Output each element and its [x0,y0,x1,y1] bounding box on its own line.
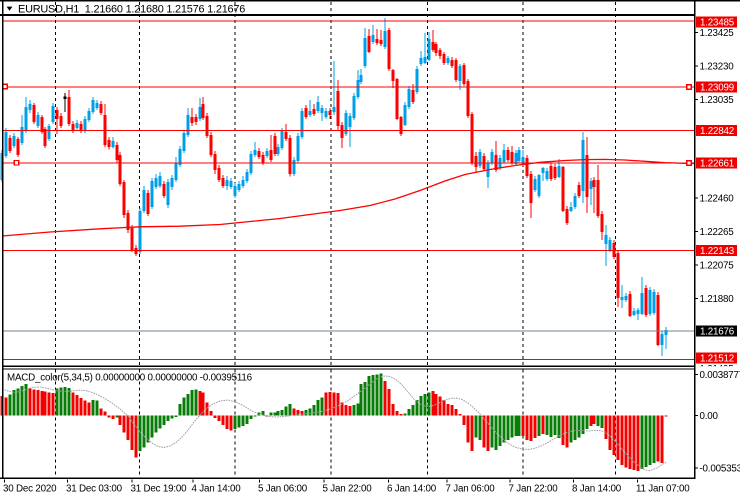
svg-text:31 Dec 03:00: 31 Dec 03:00 [66,484,123,495]
svg-text:1.21676: 1.21676 [700,327,735,338]
svg-text:5 Jan 22:00: 5 Jan 22:00 [323,484,373,495]
svg-text:1.23230: 1.23230 [700,62,735,73]
svg-text:1.23485: 1.23485 [700,18,735,29]
svg-text:30 Dec 2020: 30 Dec 2020 [3,484,57,495]
svg-text:7 Jan 06:00: 7 Jan 06:00 [446,484,496,495]
svg-text:1.22842: 1.22842 [700,126,734,137]
svg-text:7 Jan 22:00: 7 Jan 22:00 [509,484,559,495]
svg-text:-0.005353: -0.005353 [700,464,740,475]
svg-text:1.23425: 1.23425 [700,28,735,39]
svg-text:1.22661: 1.22661 [700,159,734,170]
svg-text:1.22460: 1.22460 [700,194,735,205]
svg-text:1.22075: 1.22075 [700,261,735,272]
svg-text:11 Jan 07:00: 11 Jan 07:00 [636,484,690,495]
svg-text:1.22143: 1.22143 [700,246,735,257]
svg-text:4 Jan 14:00: 4 Jan 14:00 [192,484,242,495]
svg-text:1.23035: 1.23035 [700,95,735,106]
svg-text:1.21880: 1.21880 [700,294,735,305]
svg-text:0.0038777: 0.0038777 [700,370,740,381]
svg-text:EURUSD,H1 1.21660 1.21680 1.2: EURUSD,H1 1.21660 1.21680 1.21576 1.2167… [18,3,245,15]
svg-text:31 Dec 19:00: 31 Dec 19:00 [131,484,188,495]
svg-text:1.21495: 1.21495 [700,364,735,375]
svg-text:MACD_color(5,34,5) 0.00000000: MACD_color(5,34,5) 0.00000000 0.00000000… [7,373,253,384]
svg-text:1.21512: 1.21512 [700,354,734,365]
svg-text:6 Jan 14:00: 6 Jan 14:00 [387,484,437,495]
svg-text:1.23099: 1.23099 [700,83,734,94]
svg-text:1.22265: 1.22265 [700,227,735,238]
svg-text:5 Jan 06:00: 5 Jan 06:00 [258,484,308,495]
svg-text:0.00: 0.00 [700,411,719,422]
svg-text:8 Jan 14:00: 8 Jan 14:00 [572,484,622,495]
